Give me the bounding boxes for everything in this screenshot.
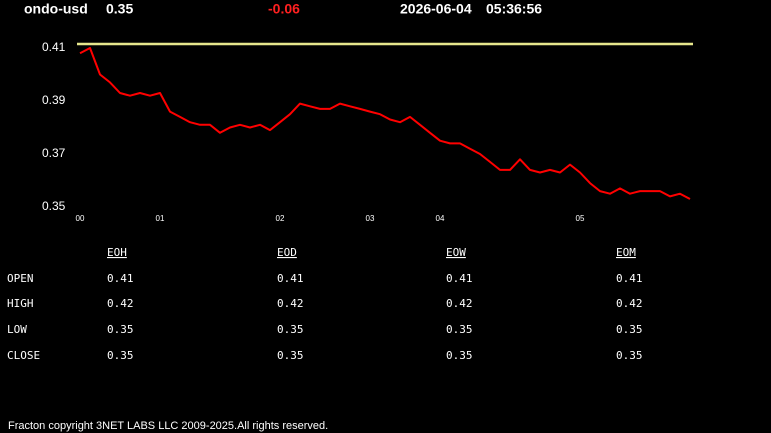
- y-tick-label: 0.35: [42, 199, 66, 213]
- column-header: EOM: [616, 246, 636, 259]
- footer: Fracton copyright 3NET LABS LLC 2009-202…: [8, 420, 328, 432]
- cell: 0.42: [446, 297, 473, 310]
- date: 2026-06-04: [400, 1, 472, 17]
- column-header: EOH: [107, 246, 127, 259]
- cell: 0.35: [446, 349, 473, 362]
- y-tick-label: 0.41: [42, 40, 66, 54]
- cell: 0.41: [446, 272, 473, 285]
- x-tick-label: 03: [366, 214, 375, 223]
- column-header: EOD: [277, 246, 297, 259]
- y-tick-label: 0.39: [42, 93, 66, 107]
- cell: 0.35: [107, 323, 134, 336]
- column-header: EOW: [446, 246, 466, 259]
- time: 05:36:56: [486, 1, 542, 17]
- cell: 0.35: [616, 323, 643, 336]
- price: 0.35: [106, 1, 133, 17]
- cell: 0.41: [616, 272, 643, 285]
- cell: 0.35: [277, 349, 304, 362]
- cell: 0.42: [107, 297, 134, 310]
- x-tick-label: 02: [276, 214, 285, 223]
- cell: 0.35: [277, 323, 304, 336]
- cell: 0.42: [277, 297, 304, 310]
- x-tick-label: 05: [576, 214, 585, 223]
- row-label: CLOSE: [7, 349, 40, 362]
- x-tick-label: 01: [156, 214, 165, 223]
- cell: 0.41: [277, 272, 304, 285]
- y-tick-label: 0.37: [42, 146, 66, 160]
- cell: 0.35: [446, 323, 473, 336]
- price-line: [79, 47, 691, 200]
- cell: 0.35: [616, 349, 643, 362]
- cell: 0.41: [107, 272, 134, 285]
- change: -0.06: [268, 1, 300, 17]
- symbol: ondo-usd: [24, 1, 88, 17]
- row-label: HIGH: [7, 297, 34, 310]
- cell: 0.42: [616, 297, 643, 310]
- cell: 0.35: [107, 349, 134, 362]
- row-label: LOW: [7, 323, 27, 336]
- x-tick-label: 04: [436, 214, 445, 223]
- x-tick-label: 00: [76, 214, 85, 223]
- row-label: OPEN: [7, 272, 34, 285]
